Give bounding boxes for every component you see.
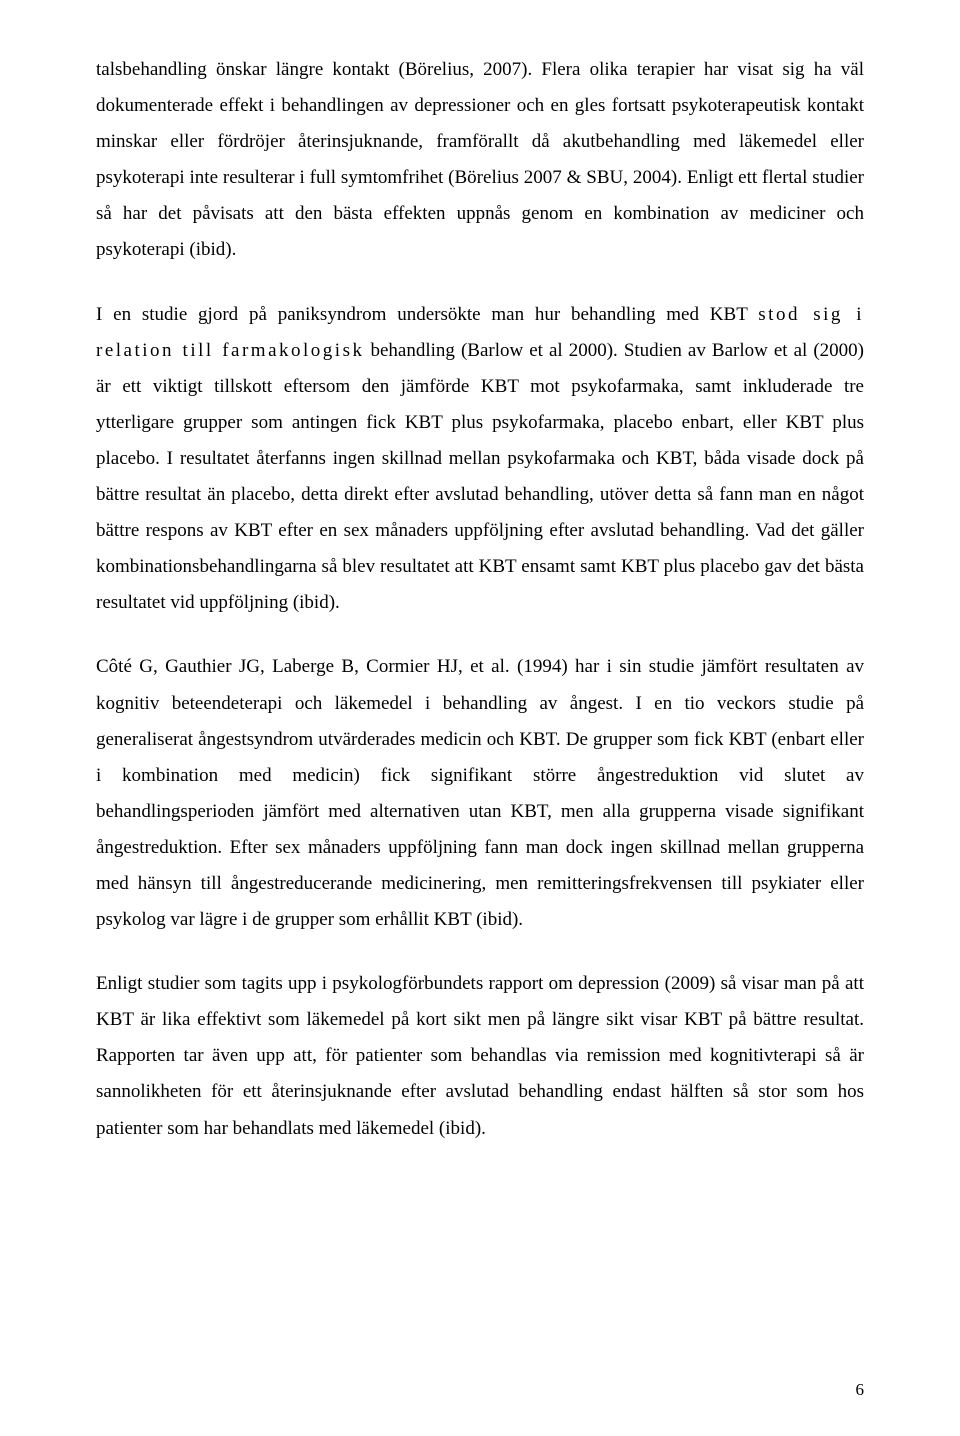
paragraph-2: I en studie gjord på paniksyndrom unders… <box>96 297 864 622</box>
paragraph-1: talsbehandling önskar längre kontakt (Bö… <box>96 52 864 269</box>
document-page: talsbehandling önskar längre kontakt (Bö… <box>0 0 960 1436</box>
paragraph-3: Côté G, Gauthier JG, Laberge B, Cormier … <box>96 649 864 938</box>
page-number: 6 <box>856 1380 865 1400</box>
paragraph-2-post: behandling (Barlow et al 2000). Studien … <box>96 340 864 614</box>
paragraph-2-pre: I en studie gjord på paniksyndrom unders… <box>96 304 758 325</box>
paragraph-4: Enligt studier som tagits upp i psykolog… <box>96 966 864 1146</box>
